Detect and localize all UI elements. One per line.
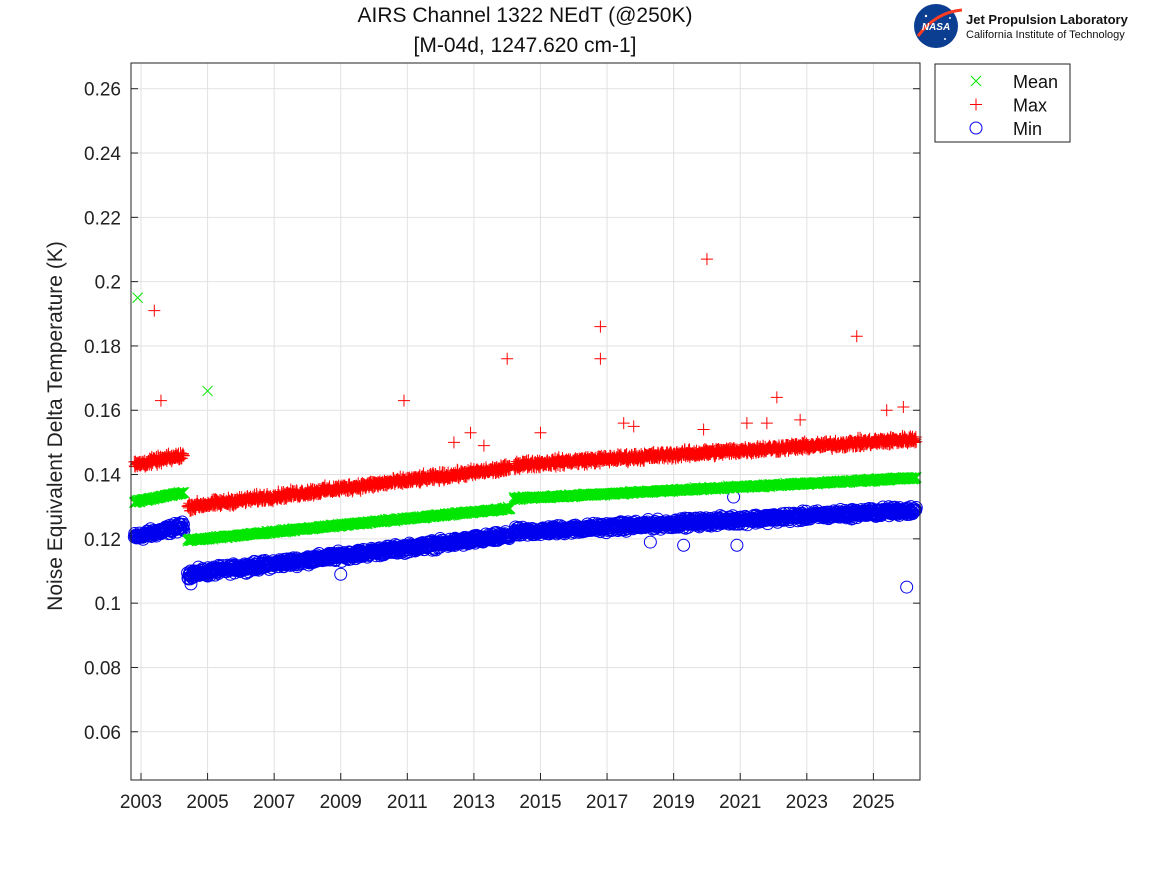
series-max: [128, 253, 923, 517]
y-tick-label: 0.06: [84, 723, 121, 744]
x-tick-label: 2015: [519, 792, 561, 813]
x-tick-label: 2005: [186, 792, 228, 813]
outlier-point: [184, 577, 198, 591]
series-min: [127, 490, 923, 594]
x-tick-label: 2013: [453, 792, 495, 813]
outlier-point: [677, 538, 691, 552]
plot-area: [131, 63, 920, 780]
data-point: [176, 517, 190, 531]
y-tick-label: 0.18: [84, 337, 121, 358]
x-tick-label: 2003: [120, 792, 162, 813]
x-tick-label: 2023: [786, 792, 828, 813]
outlier-point: [730, 538, 744, 552]
outlier-point: [334, 567, 348, 581]
x-tick-label: 2017: [586, 792, 628, 813]
y-tick-label: 0.16: [84, 401, 121, 422]
x-tick-label: 2019: [653, 792, 695, 813]
data-points: [127, 253, 923, 594]
axis-ticks: 2003 2005 2007 2009 2011 2013 2015 2017 2019 2021…: [84, 80, 920, 813]
y-tick-label: 0.22: [84, 208, 121, 229]
x-tick-label: 2021: [719, 792, 761, 813]
x-tick-label: 2025: [852, 792, 894, 813]
y-tick-label: 0.1: [95, 594, 121, 615]
grid: [131, 63, 920, 780]
outlier-point: [900, 580, 914, 594]
y-tick-label: 0.26: [84, 80, 121, 101]
y-tick-label: 0.12: [84, 530, 121, 551]
y-tick-label: 0.2: [95, 273, 121, 294]
data-point: [909, 501, 923, 515]
outlier-point: [643, 535, 657, 549]
y-tick-label: 0.08: [84, 658, 121, 679]
data-point: [175, 515, 189, 529]
chart-subtitle: [M-04d, 1247.620 cm-1]: [414, 34, 637, 57]
y-tick-label: 0.14: [84, 466, 121, 487]
x-tick-label: 2011: [387, 792, 428, 813]
x-tick-label: 2009: [320, 792, 362, 813]
y-tick-label: 0.24: [84, 144, 121, 165]
chart-title: AIRS Channel 1322 NEdT (@250K): [358, 4, 693, 27]
x-tick-label: 2007: [253, 792, 295, 813]
data-point: [177, 449, 190, 462]
